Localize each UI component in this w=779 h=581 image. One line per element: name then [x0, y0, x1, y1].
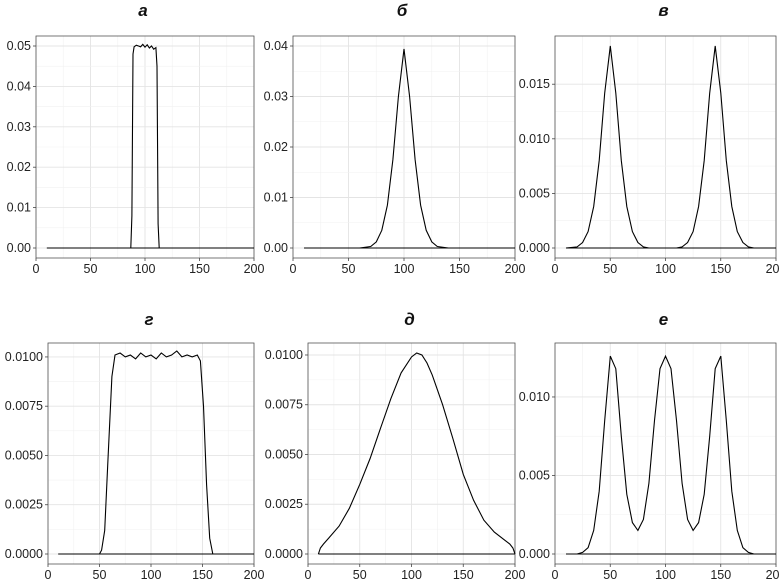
x-tick-label: 200 [505, 262, 526, 276]
x-tick-label: 0 [552, 262, 559, 276]
y-tick-label: 0.0025 [5, 498, 43, 512]
x-tick-label: 50 [603, 262, 617, 276]
panel-title: в [658, 1, 668, 20]
y-tick-label: 0.000 [519, 241, 550, 255]
x-tick-label: 50 [93, 568, 107, 581]
x-tick-label: 200 [766, 568, 779, 581]
x-tick-label: 0 [45, 568, 52, 581]
y-tick-label: 0.0000 [5, 547, 43, 561]
density-curve [304, 48, 515, 249]
x-tick-label: 0 [552, 568, 559, 581]
x-tick-label: 100 [401, 568, 422, 581]
y-tick-label: 0.0000 [265, 547, 303, 561]
y-tick-label: 0.010 [519, 390, 550, 404]
x-tick-label: 50 [342, 262, 356, 276]
x-tick-label: 100 [655, 262, 676, 276]
grid [47, 343, 255, 564]
y-tick-label: 0.0100 [265, 348, 303, 362]
y-tick-label: 0.0050 [265, 447, 303, 461]
density-curve [46, 43, 254, 249]
y-tick-label: 0.03 [264, 90, 288, 104]
x-tick-label: 200 [244, 568, 265, 581]
y-tick-label: 0.04 [7, 79, 31, 93]
panel-e: е 0 50 100 150 200 0.000 0.005 0.010 [519, 310, 779, 581]
grid [554, 36, 777, 258]
y-tick-label: 0.0100 [5, 350, 43, 364]
y-tick-label: 0.03 [7, 120, 31, 134]
y-tick-label: 0.015 [519, 77, 550, 91]
density-curve [566, 354, 776, 555]
x-tick-label: 150 [189, 262, 210, 276]
y-tick-label: 0.0075 [5, 399, 43, 413]
x-tick-label: 200 [505, 568, 526, 581]
panel-title: д [404, 310, 415, 329]
y-tick-label: 0.00 [264, 241, 288, 255]
x-tick-label: 100 [394, 262, 415, 276]
density-curve [58, 350, 254, 555]
panel-title: е [659, 310, 668, 329]
grid [292, 36, 516, 258]
y-tick-label: 0.005 [519, 186, 550, 200]
y-tick-label: 0.010 [519, 132, 550, 146]
x-tick-label: 0 [305, 568, 312, 581]
x-tick-label: 150 [449, 262, 470, 276]
y-tick-label: 0.0050 [5, 448, 43, 462]
panel-a: а 0 50 100 150 200 0.00 0.01 0.02 0.03 0.04 0.05 [7, 1, 265, 276]
x-tick-label: 200 [766, 262, 779, 276]
x-tick-label: 50 [84, 262, 98, 276]
x-tick-label: 50 [353, 568, 367, 581]
x-tick-label: 100 [135, 262, 156, 276]
x-tick-label: 150 [710, 568, 731, 581]
panel-v: в 0 50 100 150 200 0.000 0.005 0.010 0.015 [519, 1, 779, 276]
panel-title: б [397, 1, 408, 20]
x-tick-label: 150 [192, 568, 213, 581]
x-tick-label: 200 [244, 262, 265, 276]
y-tick-label: 0.01 [7, 201, 31, 215]
density-curve [317, 352, 516, 555]
panel-title: а [138, 1, 147, 20]
x-tick-label: 50 [603, 568, 617, 581]
y-tick-label: 0.02 [264, 140, 288, 154]
x-tick-label: 0 [290, 262, 297, 276]
y-tick-label: 0.04 [264, 39, 288, 53]
y-tick-label: 0.000 [519, 547, 550, 561]
panel-b: б 0 50 100 150 200 0.00 0.01 0.02 0.03 0.04 [264, 1, 526, 276]
grid [35, 36, 255, 258]
density-curve [565, 45, 776, 249]
panel-title: г [144, 310, 153, 329]
y-tick-label: 0.0075 [265, 398, 303, 412]
panel-d: д 0 50 100 150 200 0.0000 0.0025 0.0050 0.0075 0.0… [265, 310, 526, 581]
y-tick-label: 0.01 [264, 191, 288, 205]
x-tick-label: 100 [141, 568, 162, 581]
grid [307, 343, 516, 564]
y-tick-label: 0.0025 [265, 497, 303, 511]
y-tick-label: 0.005 [519, 468, 550, 482]
y-tick-label: 0.00 [7, 241, 31, 255]
grid [554, 343, 777, 564]
x-tick-label: 100 [655, 568, 676, 581]
x-tick-label: 150 [710, 262, 731, 276]
panel-g: г 0 50 100 150 200 0.0000 0.0025 0.0050 0.0075 0.0… [5, 310, 265, 581]
y-tick-label: 0.05 [7, 39, 31, 53]
x-tick-label: 0 [33, 262, 40, 276]
y-tick-label: 0.02 [7, 160, 31, 174]
x-tick-label: 150 [453, 568, 474, 581]
